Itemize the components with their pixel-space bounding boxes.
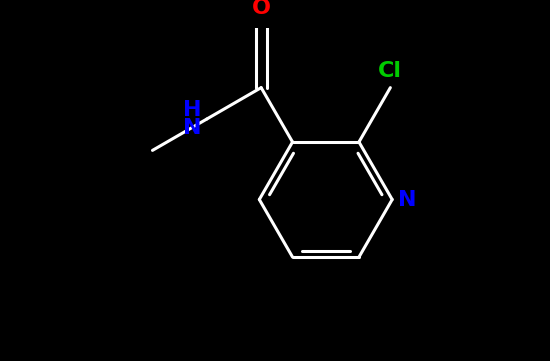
Text: O: O [252, 0, 271, 18]
Text: H
N: H N [183, 100, 201, 138]
Text: Cl: Cl [378, 61, 403, 81]
Text: N: N [398, 190, 416, 209]
